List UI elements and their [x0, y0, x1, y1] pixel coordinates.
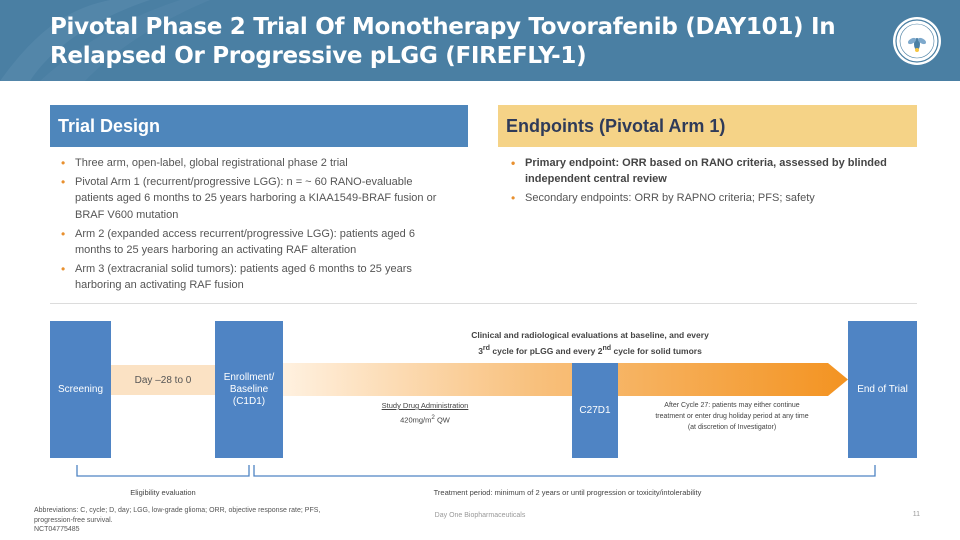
endpoints-list: Primary endpoint: ORR based on RANO crit…	[508, 155, 908, 210]
trial-design-list: Three arm, open-label, global registrati…	[58, 155, 453, 297]
dose-value: 420mg/m	[400, 415, 432, 425]
list-item: Pivotal Arm 1 (recurrent/progressive LGG…	[58, 174, 453, 223]
treatment-arrow	[283, 363, 848, 396]
enrollment-line-1: Enrollment/	[223, 371, 275, 383]
company-footer: Day One Biopharmaceuticals	[434, 512, 526, 519]
page-title: Pivotal Phase 2 Trial Of Monotherapy Tov…	[50, 14, 836, 69]
after-line-3: (at discretion of Investigator)	[687, 424, 777, 431]
after-cycle-note: After Cycle 27: patients may either cont…	[626, 400, 838, 433]
drug-dose: 420mg/m2 QW	[360, 412, 490, 427]
endpoints-heading: Endpoints (Pivotal Arm 1)	[498, 105, 917, 147]
c27d1-box: C27D1	[572, 363, 618, 458]
section-divider	[50, 303, 917, 304]
list-item: Arm 3 (extracranial solid tumors): patie…	[58, 261, 453, 293]
day-range-band: Day –28 to 0	[111, 365, 215, 395]
abbreviations: Abbreviations: C, cycle; D, day; LGG, lo…	[34, 506, 374, 535]
trial-design-heading: Trial Design	[50, 105, 468, 147]
eligibility-label: Eligibility evaluation	[130, 488, 196, 497]
treatment-period-label: Treatment period: minimum of 2 years or …	[433, 488, 702, 497]
enrollment-line-3: (C1D1)	[232, 395, 266, 407]
header-banner: Pivotal Phase 2 Trial Of Monotherapy Tov…	[0, 0, 960, 81]
dose-sup: 2	[431, 414, 435, 421]
after-line-2: treatment or enter drug holiday period a…	[655, 413, 809, 420]
nct-number: NCT04775485	[34, 526, 80, 533]
evaluation-line-2: 3rd cycle for pLGG and every 2nd cycle f…	[440, 342, 740, 358]
end-of-trial-box: End of Trial	[848, 321, 917, 458]
enrollment-box: Enrollment/ Baseline (C1D1)	[215, 321, 283, 458]
primary-endpoint: Primary endpoint: ORR based on RANO crit…	[508, 155, 908, 187]
abbreviations-line-1: Abbreviations: C, cycle; D, day; LGG, lo…	[34, 507, 321, 514]
drug-title: Study Drug Administration	[381, 401, 469, 410]
screening-box: Screening	[50, 321, 111, 458]
enrollment-line-2: Baseline	[229, 383, 269, 395]
eval-rd: rd	[482, 344, 491, 352]
secondary-endpoint: Secondary endpoints: ORR by RAPNO criter…	[508, 190, 908, 206]
list-item: Three arm, open-label, global registrati…	[58, 155, 453, 171]
abbreviations-line-2: progression-free survival.	[34, 516, 113, 524]
eval-nd: nd	[602, 344, 612, 352]
eval-three: 3	[478, 345, 483, 356]
after-line-1: After Cycle 27: patients may either cont…	[664, 402, 800, 409]
page-number: 11	[912, 511, 920, 518]
dose-freq: QW	[434, 415, 450, 425]
firefly-icon	[895, 19, 939, 63]
eligibility-bracket	[76, 465, 250, 477]
treatment-bracket	[253, 465, 876, 477]
list-item: Arm 2 (expanded access recurrent/progres…	[58, 226, 453, 258]
header-decoration	[0, 0, 210, 81]
evaluation-line-1: Clinical and radiological evaluations at…	[471, 330, 709, 340]
timeline-brackets	[76, 465, 876, 477]
eval-middle: cycle for pLGG and every 2	[490, 345, 603, 356]
eval-end: cycle for solid tumors	[611, 345, 702, 356]
evaluation-note: Clinical and radiological evaluations at…	[440, 329, 740, 358]
drug-administration: Study Drug Administration 420mg/m2 QW	[360, 400, 490, 427]
firefly-logo	[893, 17, 941, 65]
